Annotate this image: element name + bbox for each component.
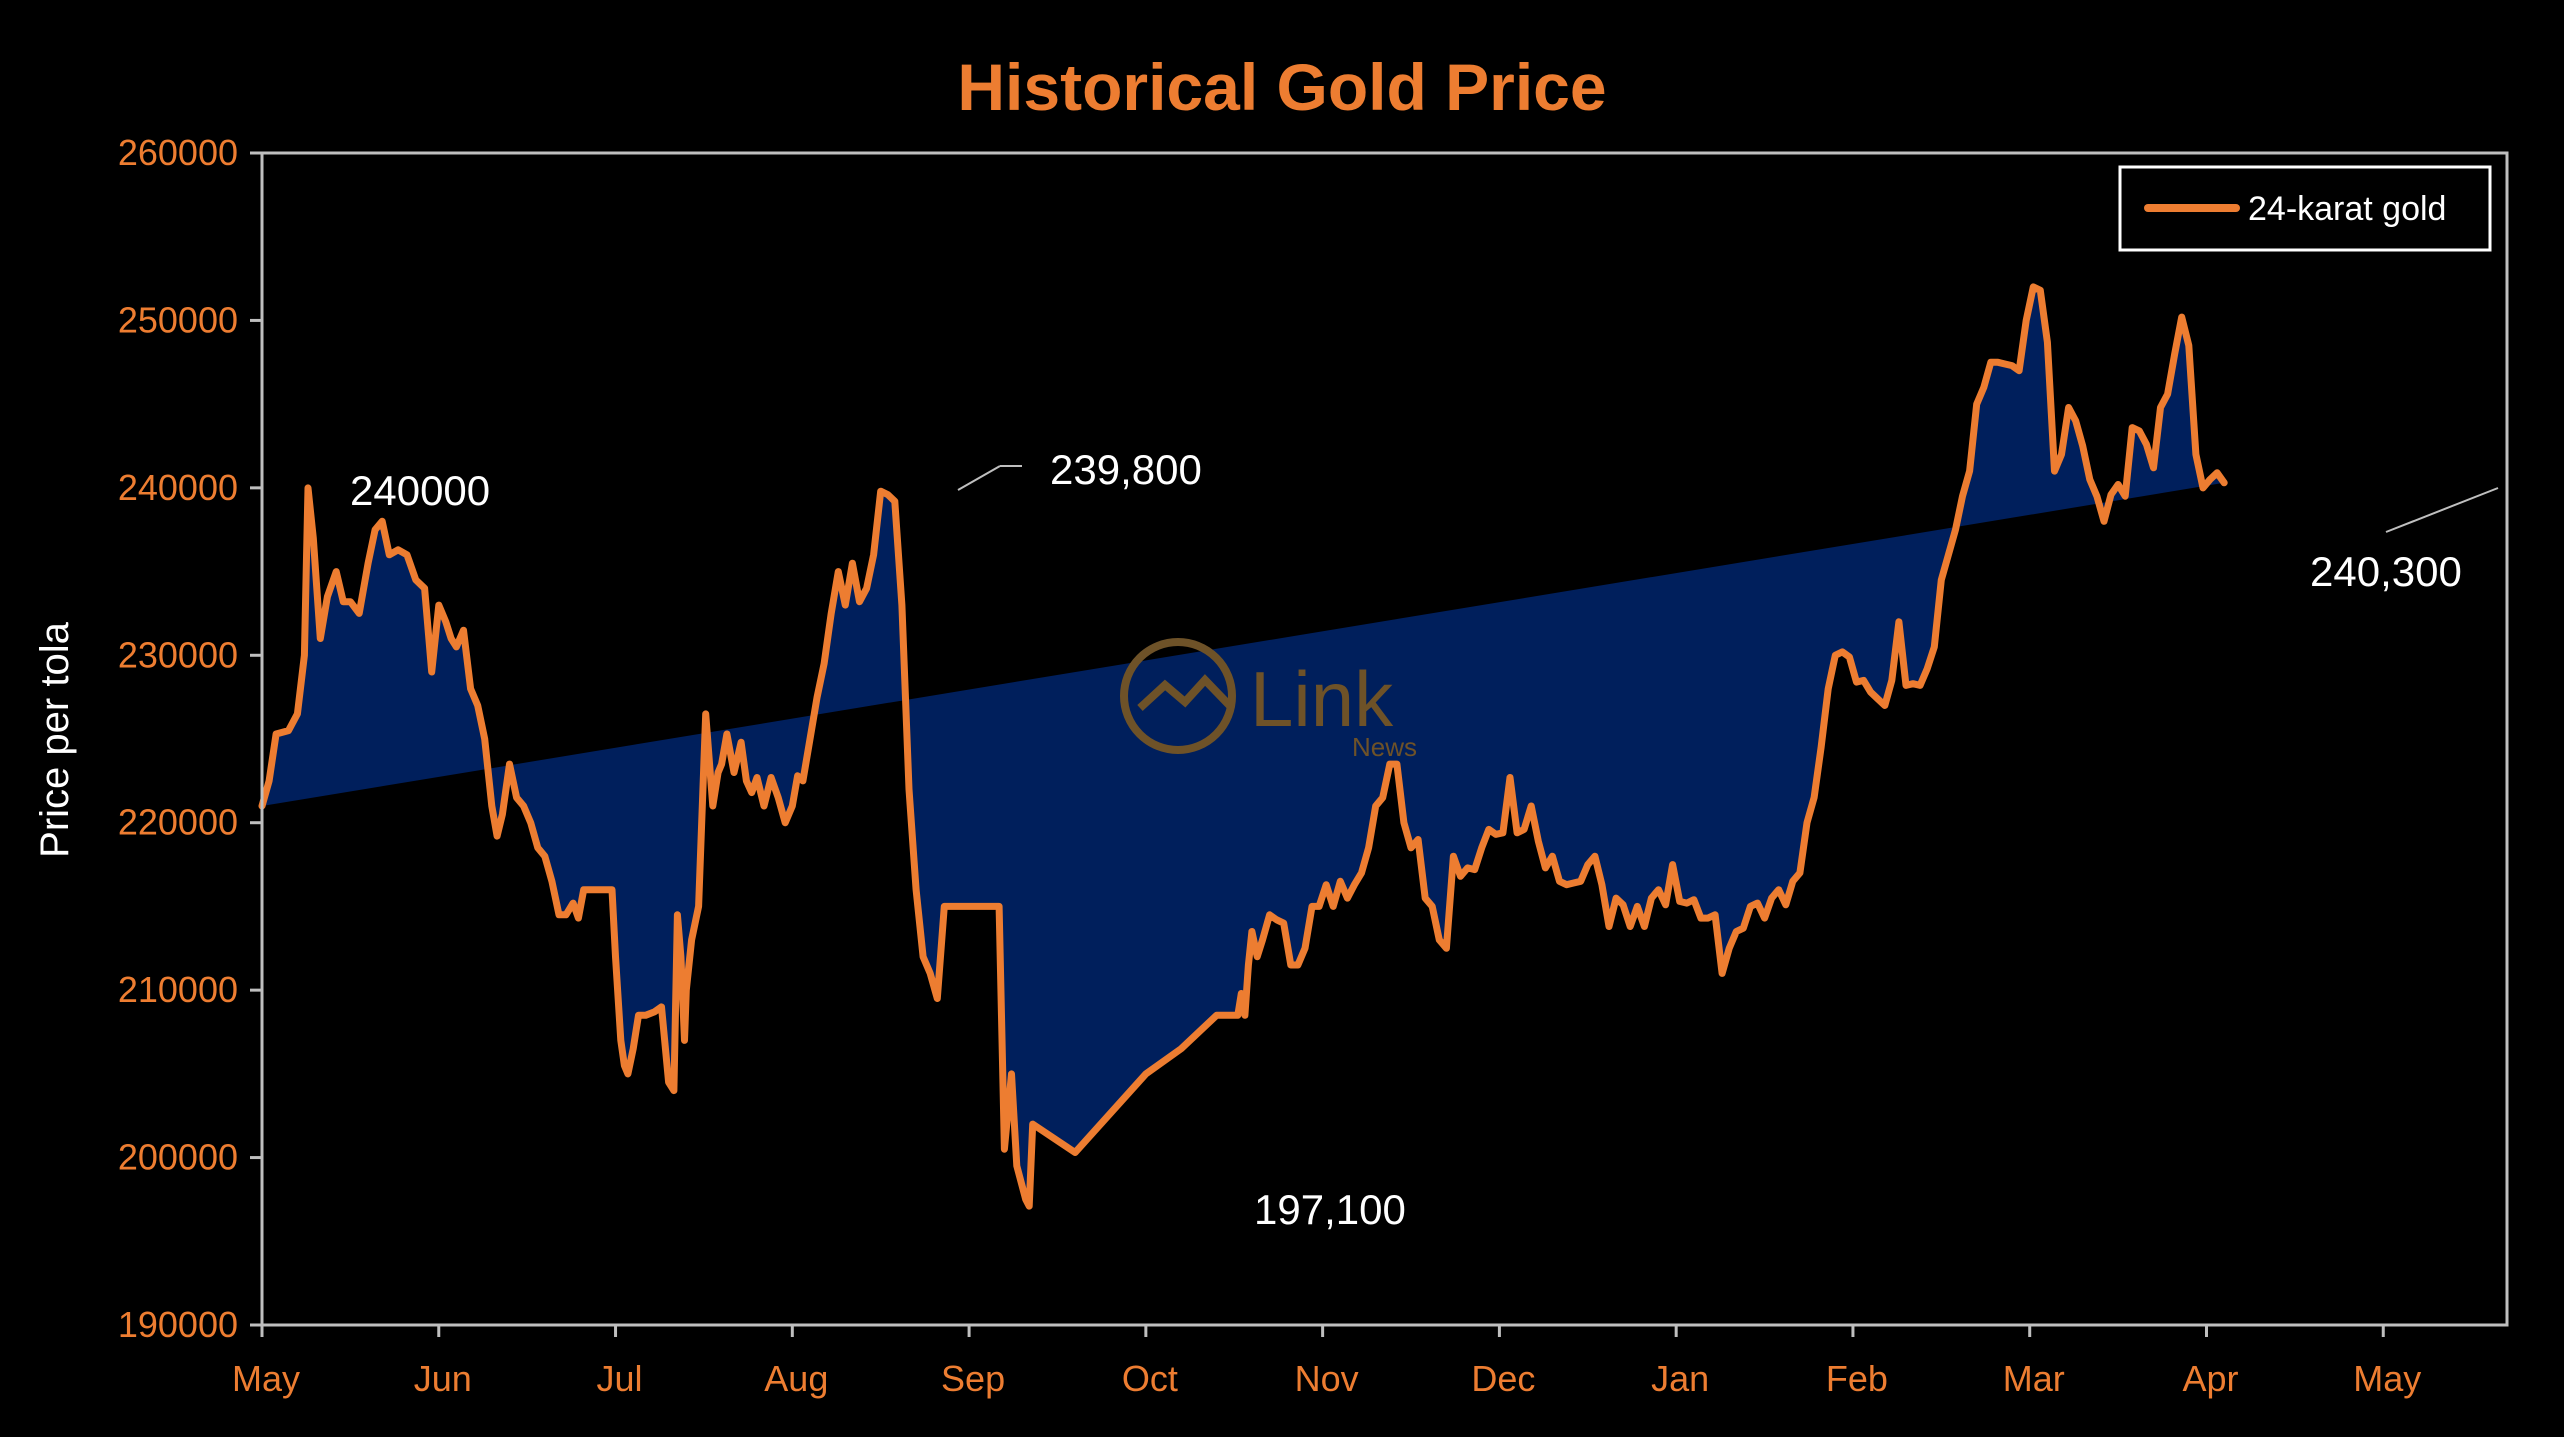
x-tick-label-may: May: [2353, 1358, 2421, 1399]
annotation-leader-sep: [957, 465, 1001, 491]
annotations: 240000 239,800 197,100 240,300: [350, 446, 2499, 1233]
x-tick-label-apr: Apr: [2182, 1358, 2238, 1399]
chart-title: Historical Gold Price: [957, 50, 1606, 124]
watermark-logo: Link News: [1120, 638, 1417, 762]
annotation-latest: 240,300: [2310, 548, 2462, 595]
plot-frame: [260, 151, 2509, 1327]
x-axis: May Jun Jul Aug Sep Oct Nov Dec Jan Feb Mar Apr May: [232, 1325, 2421, 1399]
x-tick-label-jun: Jun: [414, 1358, 472, 1399]
chart-trend-icon: [1120, 638, 1236, 754]
x-tick-label-mar: Mar: [2003, 1358, 2065, 1399]
annotation-leader-may: [2385, 487, 2499, 533]
y-tick-label: 220000: [118, 802, 238, 843]
x-tick-label-aug: Aug: [764, 1358, 828, 1399]
y-tick-label: 260000: [118, 132, 238, 173]
y-tick-label: 210000: [118, 969, 238, 1010]
legend-label: 24-karat gold: [2248, 190, 2446, 228]
legend: 24-karat gold: [2118, 165, 2492, 252]
annotation-peak-may: 240000: [350, 467, 490, 514]
series-line-24-karat-gold: [258, 283, 2228, 1210]
plot-area: [258, 283, 2228, 1210]
y-axis: 190000 200000 210000 220000 230000 240000 2500…: [118, 132, 262, 1345]
area-fill: [262, 286, 2225, 1207]
y-axis-label: Price per tola: [33, 621, 77, 857]
annotation-low-oct: 197,100: [1254, 1186, 1406, 1233]
watermark-text: Link: [1250, 655, 1394, 743]
x-tick-label-sep: Sep: [941, 1358, 1005, 1399]
watermark-subtext: News: [1352, 732, 1417, 762]
y-tick-label: 200000: [118, 1137, 238, 1178]
x-tick-label-dec: Dec: [1471, 1358, 1535, 1399]
x-tick-label-jul: Jul: [597, 1358, 643, 1399]
y-tick-label: 230000: [118, 634, 238, 675]
annotation-peak-sep: 239,800: [1050, 446, 1202, 493]
x-tick-label-jan: Jan: [1651, 1358, 1709, 1399]
y-tick-label: 240000: [118, 467, 238, 508]
x-tick-label-feb: Feb: [1826, 1358, 1888, 1399]
y-tick-label: 190000: [118, 1304, 238, 1345]
x-tick-label-may: May: [232, 1358, 300, 1399]
x-tick-label-nov: Nov: [1295, 1358, 1359, 1399]
x-tick-label-oct: Oct: [1122, 1358, 1178, 1399]
y-tick-label: 250000: [118, 299, 238, 340]
